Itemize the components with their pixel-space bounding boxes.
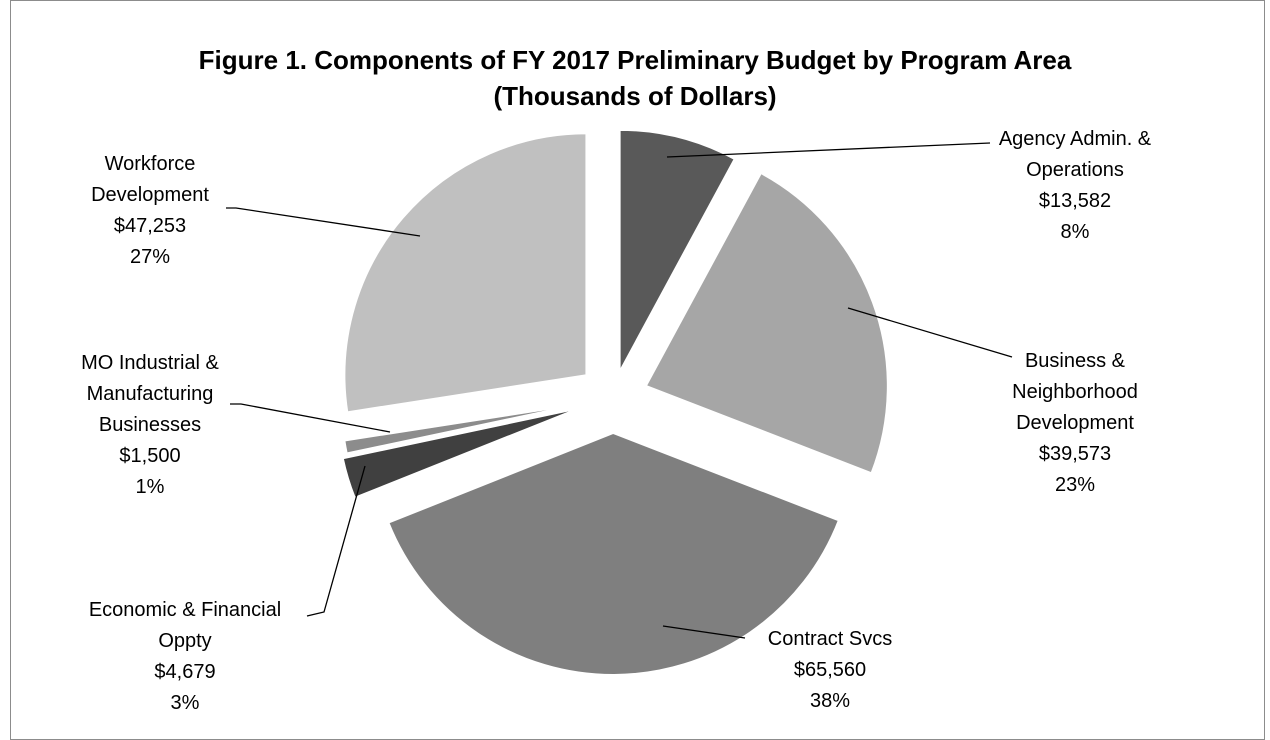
pie-slice-4 — [343, 402, 584, 455]
leader-line-3 — [306, 465, 366, 617]
chart-title-line-2: (Thousands of Dollars) — [493, 81, 777, 111]
slice-3-value: $4,679 — [154, 661, 215, 683]
slice-1-name-1: Neighborhood — [1012, 381, 1138, 403]
slice-3-percent: 3% — [171, 692, 200, 714]
slice-5-value: $47,253 — [114, 215, 186, 237]
slice-2-percent: 38% — [810, 690, 850, 712]
slice-1-value: $39,573 — [1039, 443, 1111, 465]
slice-label-1: Business & Neighborhood Development $39,573… — [1012, 350, 1138, 496]
leader-line-0 — [666, 142, 991, 158]
slice-3-name-0: Economic & Financial — [89, 599, 281, 621]
pie-slice-2 — [387, 431, 841, 676]
leader-line-1 — [847, 307, 1013, 358]
pie-slice-1 — [644, 171, 889, 475]
chart-title: Figure 1. Components of FY 2017 Prelimin… — [0, 42, 1270, 114]
slice-4-percent: 1% — [136, 476, 165, 498]
slice-1-name-2: Development — [1016, 412, 1134, 434]
slice-3-name-1: Oppty — [158, 630, 211, 652]
slice-2-value: $65,560 — [794, 659, 866, 681]
slice-label-4: MO Industrial & Manufacturing Businesses $1… — [81, 352, 219, 498]
slice-4-name-2: Businesses — [99, 414, 201, 436]
slice-0-percent: 8% — [1061, 221, 1090, 243]
slice-label-2: Contract Svcs $65,560 38% — [768, 628, 892, 712]
slice-0-name-1: Operations — [1026, 159, 1124, 181]
pie-slice-0 — [618, 128, 737, 373]
slice-5-name-0: Workforce — [105, 153, 196, 175]
slice-label-0: Agency Admin. & Operations $13,582 8% — [999, 128, 1152, 243]
pie-slice-3 — [341, 407, 580, 500]
slice-4-value: $1,500 — [119, 445, 180, 467]
leader-line-5 — [226, 207, 421, 237]
slice-2-name-0: Contract Svcs — [768, 628, 892, 650]
slice-4-name-1: Manufacturing — [87, 383, 214, 405]
slice-0-value: $13,582 — [1039, 190, 1111, 212]
pie-slice-5 — [343, 132, 588, 414]
chart-title-line-1: Figure 1. Components of FY 2017 Prelimin… — [198, 45, 1072, 75]
slice-1-percent: 23% — [1055, 474, 1095, 496]
slice-4-name-0: MO Industrial & — [81, 352, 219, 374]
leader-line-4 — [230, 403, 391, 433]
slice-0-name-0: Agency Admin. & — [999, 128, 1152, 150]
slice-5-name-1: Development — [91, 184, 209, 206]
slice-label-5: Workforce Development $47,253 27% — [91, 153, 209, 268]
slice-1-name-0: Business & — [1025, 350, 1126, 372]
leader-line-2 — [662, 625, 746, 639]
slice-label-3: Economic & Financial Oppty $4,679 3% — [89, 599, 281, 714]
slice-5-percent: 27% — [130, 246, 170, 268]
